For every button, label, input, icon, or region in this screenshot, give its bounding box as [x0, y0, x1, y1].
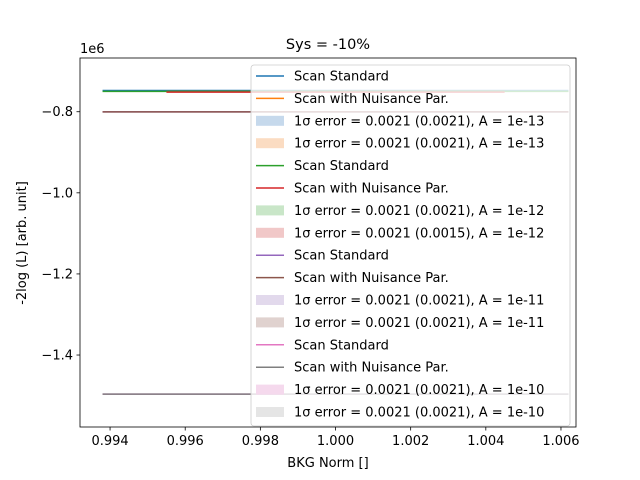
legend-label-13: Scan with Nuisance Par. — [294, 361, 449, 376]
legend-label-9: Scan with Nuisance Par. — [294, 271, 449, 286]
legend-patch-15 — [256, 407, 284, 417]
legend-label-10: 1σ error = 0.0021 (0.0021), A = 1e-11 — [294, 294, 544, 309]
legend-patch-14 — [256, 384, 284, 395]
legend-label-4: Scan Standard — [294, 159, 389, 174]
x-tick-label-1: 0.996 — [167, 434, 204, 449]
chart-title: Sys = -10% — [286, 37, 370, 53]
legend-label-7: 1σ error = 0.0021 (0.0015), A = 1e-12 — [294, 226, 544, 241]
legend-label-0: Scan Standard — [294, 70, 389, 85]
legend-label-3: 1σ error = 0.0021 (0.0021), A = 1e-13 — [294, 137, 544, 152]
legend-box — [250, 64, 571, 427]
legend-patch-6 — [256, 205, 284, 216]
y-axis-ticks: −0.8 −1.0 −1.2 −1.4 — [41, 105, 80, 364]
legend-patch-3 — [256, 138, 284, 149]
y-tick-label-0: −0.8 — [41, 105, 73, 120]
legend-label-2: 1σ error = 0.0021 (0.0021), A = 1e-13 — [294, 114, 544, 129]
legend-patch-2 — [256, 115, 284, 126]
legend-label-8: Scan Standard — [294, 249, 389, 264]
legend-label-6: 1σ error = 0.0021 (0.0021), A = 1e-12 — [294, 204, 544, 219]
x-axis-ticks: 0.994 0.996 0.998 1.000 1.002 1.004 1.006 — [91, 427, 580, 449]
x-axis-label: BKG Norm [] — [287, 456, 368, 471]
x-tick-label-5: 1.004 — [467, 434, 504, 449]
legend-label-5: Scan with Nuisance Par. — [294, 182, 449, 197]
legend-label-15: 1σ error = 0.0021 (0.0021), A = 1e-10 — [294, 406, 544, 421]
y-tick-label-2: −1.2 — [41, 267, 73, 282]
legend-label-12: Scan Standard — [294, 338, 389, 353]
y-tick-label-1: −1.0 — [41, 186, 73, 201]
y-axis-label: -2log (L) [arb. unit] — [15, 181, 30, 305]
legend: Scan Standard Scan with Nuisance Par. 1σ e… — [250, 64, 571, 427]
legend-patch-11 — [256, 317, 284, 328]
x-tick-label-6: 1.006 — [542, 434, 579, 449]
x-tick-label-2: 0.998 — [242, 434, 279, 449]
plot-frame — [79, 57, 577, 428]
x-tick-label-4: 1.002 — [392, 434, 429, 449]
x-tick-label-0: 0.994 — [91, 434, 128, 449]
legend-label-1: Scan with Nuisance Par. — [294, 92, 449, 107]
legend-label-14: 1σ error = 0.0021 (0.0021), A = 1e-10 — [294, 383, 544, 398]
legend-patch-10 — [256, 295, 284, 305]
legend-label-11: 1σ error = 0.0021 (0.0021), A = 1e-11 — [294, 316, 544, 331]
y-axis-offset-label: 1e6 — [80, 42, 105, 57]
y-tick-label-3: −1.4 — [41, 349, 73, 364]
x-tick-label-3: 1.000 — [317, 434, 354, 449]
legend-patch-7 — [256, 227, 284, 238]
